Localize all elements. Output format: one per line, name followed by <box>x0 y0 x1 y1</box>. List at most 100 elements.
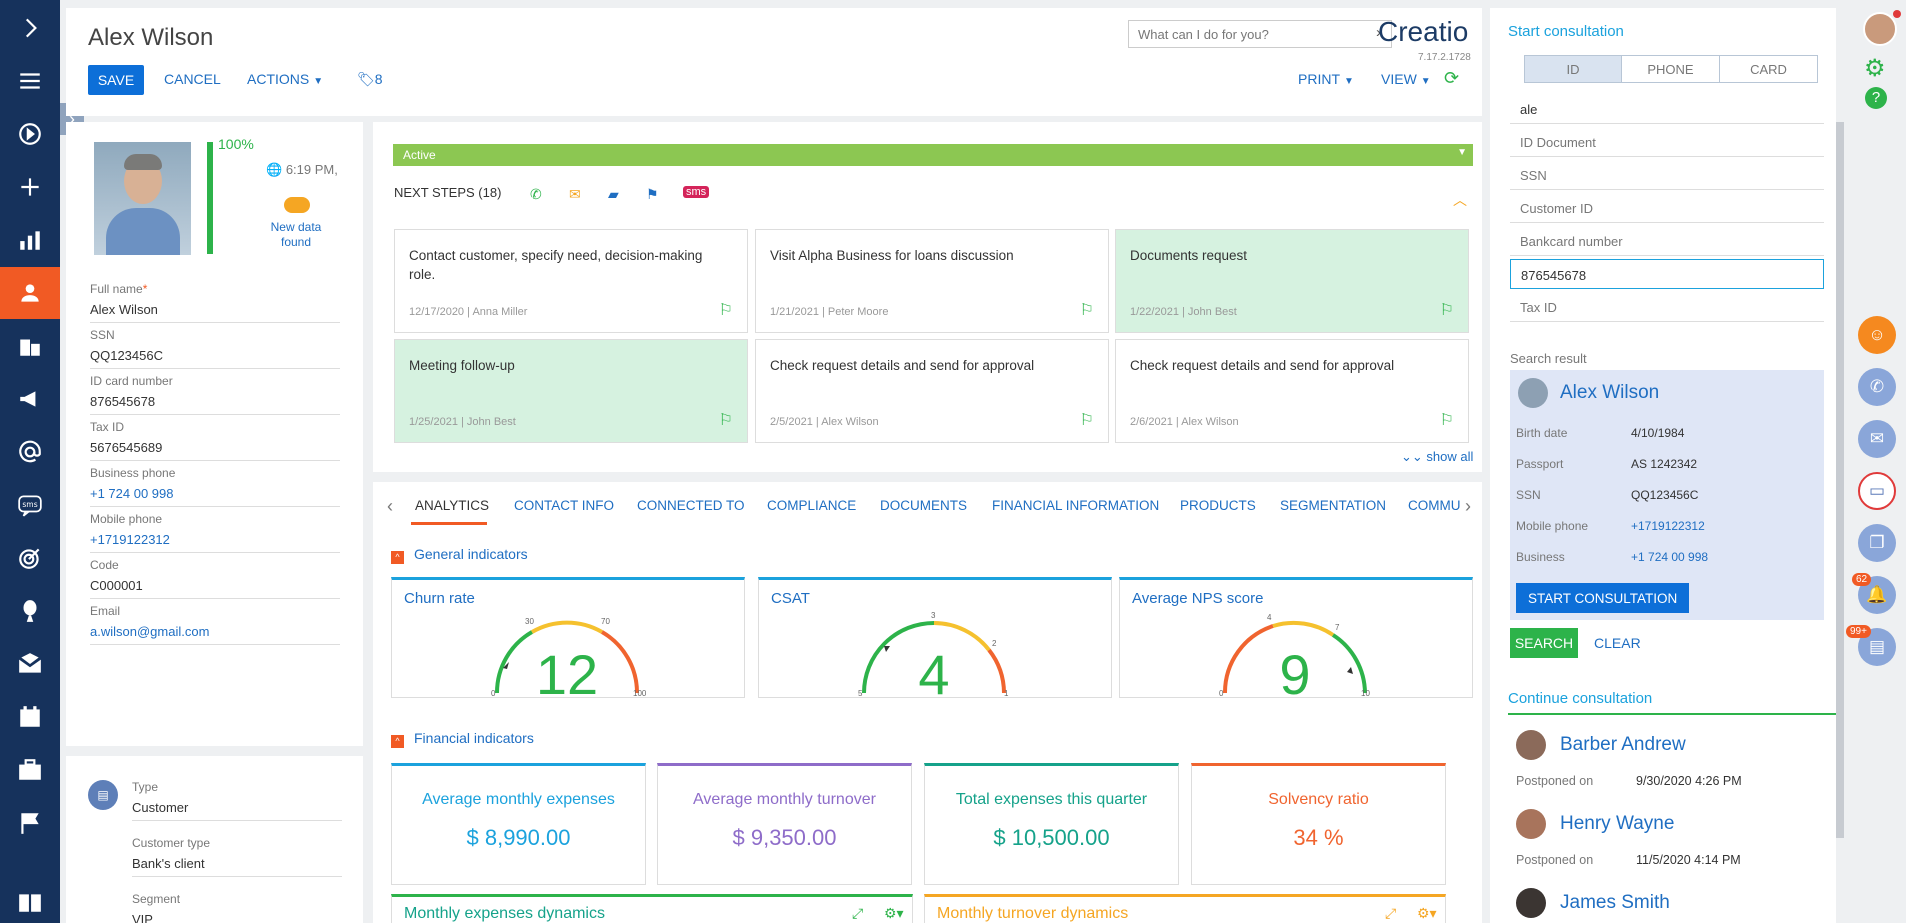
target-icon[interactable] <box>0 532 60 584</box>
mode-id-button[interactable]: ID <box>1524 55 1622 83</box>
id-card-input[interactable]: 876545678 <box>1510 259 1824 289</box>
next-step-card[interactable]: Check request details and send for appro… <box>755 339 1109 443</box>
continue-name[interactable]: Henry Wayne <box>1560 813 1675 834</box>
field-mobile-phone[interactable]: Mobile phone +1719122312 <box>90 512 340 553</box>
tab-analytics[interactable]: ANALYTICS <box>415 498 490 513</box>
flag-icon[interactable]: ⚑ <box>646 186 659 202</box>
messages-icon[interactable]: ❐ <box>1858 524 1896 562</box>
tax-id-input[interactable]: Tax ID <box>1510 292 1824 322</box>
show-all-link[interactable]: ⌄⌄ show all <box>1401 449 1473 465</box>
mail-icon[interactable] <box>0 638 60 690</box>
flag-icon[interactable]: ⚐ <box>1439 302 1454 319</box>
help-icon[interactable]: ? <box>1865 87 1887 109</box>
collapse-icon[interactable]: ^ <box>391 735 404 748</box>
flag-icon[interactable]: ⚐ <box>1079 412 1094 429</box>
field-email[interactable]: Email a.wilson@gmail.com <box>90 604 340 645</box>
flag-icon[interactable]: ⚐ <box>718 412 733 429</box>
tab-products[interactable]: PRODUCTS <box>1180 498 1256 513</box>
field-customer-type[interactable]: Customer type Bank's client <box>132 836 342 877</box>
name-search-input[interactable]: ale <box>1510 94 1824 124</box>
phone-icon[interactable]: ✆ <box>1858 368 1896 406</box>
contacts-icon[interactable] <box>0 267 60 319</box>
next-step-card[interactable]: Contact customer, specify need, decision… <box>394 229 748 333</box>
ssn-input[interactable]: SSN <box>1510 160 1824 190</box>
field-value[interactable]: a.wilson@gmail.com <box>90 618 340 645</box>
gear-icon[interactable]: ⚙ <box>1864 55 1886 82</box>
book-icon[interactable] <box>0 876 60 923</box>
field-value[interactable]: 5676545689 <box>90 434 340 461</box>
email-icon[interactable] <box>0 426 60 478</box>
general-indicators-header[interactable]: ^ General indicators <box>391 546 528 564</box>
continue-name[interactable]: James Smith <box>1560 892 1670 913</box>
continue-name[interactable]: Barber Andrew <box>1560 734 1686 755</box>
sms-icon[interactable]: sms <box>0 479 60 531</box>
chevron-right-icon[interactable]: › <box>1465 496 1471 516</box>
user-avatar[interactable] <box>1863 12 1897 46</box>
chevron-right-icon[interactable]: › <box>1376 24 1381 41</box>
tab-financial-information[interactable]: FINANCIAL INFORMATION <box>992 498 1160 513</box>
leads-icon[interactable] <box>0 585 60 637</box>
clear-button[interactable]: CLEAR <box>1594 635 1641 651</box>
actions-button[interactable]: ACTIONS ▼ <box>247 71 323 87</box>
next-step-card[interactable]: Check request details and send for appro… <box>1115 339 1469 443</box>
bankcard-input[interactable]: Bankcard number <box>1510 226 1824 256</box>
search-result-card[interactable]: Alex Wilson Birth date 4/10/1984 Passport… <box>1510 370 1824 620</box>
field-id-card[interactable]: ID card number 876545678 <box>90 374 340 415</box>
save-button[interactable]: SAVE <box>88 65 144 95</box>
tab-compliance[interactable]: COMPLIANCE <box>767 498 857 513</box>
field-code[interactable]: Code C000001 <box>90 558 340 599</box>
customer-id-input[interactable]: Customer ID <box>1510 193 1824 223</box>
field-segment[interactable]: Segment VIP <box>132 892 342 923</box>
print-button[interactable]: PRINT ▼ <box>1298 71 1354 87</box>
tasks-icon[interactable]: ▤ <box>1858 628 1896 666</box>
tab-segmentation[interactable]: SEGMENTATION <box>1280 498 1387 513</box>
contact-photo[interactable] <box>94 142 191 255</box>
field-value[interactable]: VIP <box>132 906 342 923</box>
tab-contact-info[interactable]: CONTACT INFO <box>514 498 614 513</box>
field-value[interactable]: +1 724 00 998 <box>90 480 340 507</box>
flag-icon[interactable] <box>0 797 60 849</box>
field-type[interactable]: Type Customer <box>132 780 342 821</box>
field-tax-id[interactable]: Tax ID 5676545689 <box>90 420 340 461</box>
email-icon[interactable]: ✉ <box>569 186 581 202</box>
next-steps-label[interactable]: NEXT STEPS (18) <box>394 185 502 200</box>
expand-icon[interactable] <box>0 2 60 54</box>
process-icon[interactable] <box>0 108 60 160</box>
tab-connected-to[interactable]: CONNECTED TO <box>637 498 745 513</box>
chevron-down-icon[interactable]: ▼ <box>1457 147 1467 158</box>
flag-icon[interactable]: ⚐ <box>718 302 733 319</box>
status-bar[interactable]: Active ▼ <box>393 144 1473 166</box>
id-document-input[interactable]: ID Document <box>1510 127 1824 157</box>
field-value[interactable]: C000001 <box>90 572 340 599</box>
mode-card-button[interactable]: CARD <box>1719 55 1818 83</box>
next-step-card[interactable]: Documents request 1/22/2021 | John Best ⚐ <box>1115 229 1469 333</box>
cancel-button[interactable]: CANCEL <box>164 71 221 87</box>
chevron-up-icon[interactable]: ︿ <box>1453 192 1467 208</box>
new-data-link[interactable]: New data found <box>270 220 322 249</box>
field-business-phone[interactable]: Business phone +1 724 00 998 <box>90 466 340 507</box>
field-value[interactable]: +1719122312 <box>90 526 340 553</box>
chat-icon[interactable]: ▰ <box>608 186 619 202</box>
field-value[interactable]: Alex Wilson <box>90 296 340 323</box>
result-value[interactable]: +1 724 00 998 <box>1631 550 1709 564</box>
campaigns-icon[interactable] <box>0 373 60 425</box>
field-value[interactable]: Customer <box>132 794 342 821</box>
add-icon[interactable] <box>0 161 60 213</box>
chevron-left-icon[interactable]: ‹ <box>387 496 393 516</box>
email-icon[interactable]: ✉ <box>1858 420 1896 458</box>
agent-icon[interactable]: ☺ <box>1858 316 1896 354</box>
field-ssn[interactable]: SSN QQ123456C <box>90 328 340 369</box>
field-value[interactable]: Bank's client <box>132 850 342 877</box>
view-button[interactable]: VIEW ▼ <box>1381 71 1431 87</box>
flag-icon[interactable]: ⚐ <box>1079 302 1094 319</box>
start-consultation-button[interactable]: START CONSULTATION <box>1516 583 1690 613</box>
scrollbar[interactable] <box>1836 122 1844 838</box>
briefcase-icon[interactable] <box>0 744 60 796</box>
next-step-card[interactable]: Visit Alpha Business for loans discussio… <box>755 229 1109 333</box>
field-value[interactable]: QQ123456C <box>90 342 340 369</box>
gear-icon[interactable]: ⚙▾ <box>884 905 904 921</box>
calendar-icon[interactable] <box>0 691 60 743</box>
result-name[interactable]: Alex Wilson <box>1560 382 1660 403</box>
result-value[interactable]: +1719122312 <box>1631 519 1705 533</box>
command-search-input[interactable]: What can I do for you? › <box>1128 20 1392 48</box>
